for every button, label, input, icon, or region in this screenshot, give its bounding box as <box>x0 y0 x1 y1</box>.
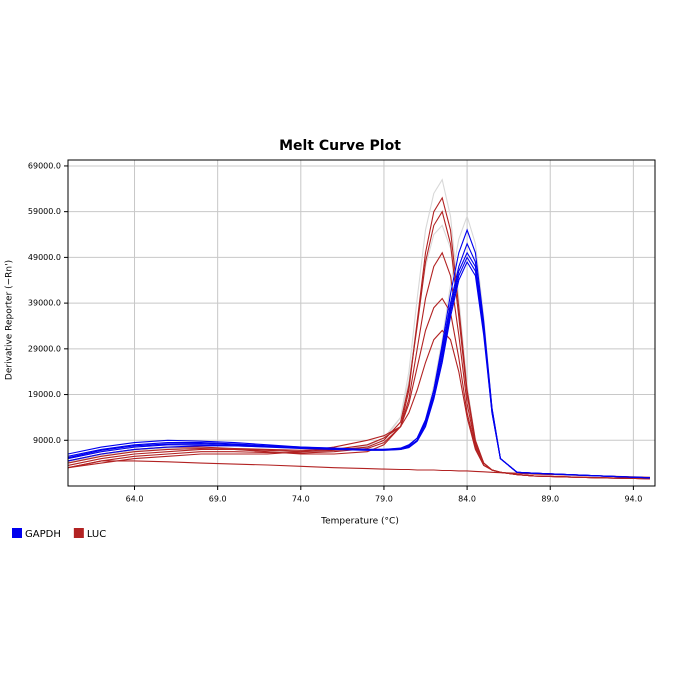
x-tick-label: 84.0 <box>458 495 476 504</box>
melt-curve <box>67 460 651 478</box>
y-axis-label: Derivative Reporter (−Rn') <box>5 260 15 380</box>
x-tick-label: 74.0 <box>292 495 310 504</box>
legend-swatch <box>73 528 84 538</box>
y-tick-label: 9000.0 <box>33 436 61 445</box>
y-tick-label: 59000.0 <box>28 207 61 216</box>
y-tick-label: 19000.0 <box>28 390 61 399</box>
x-axis-label: Temperature (°C) <box>320 517 399 527</box>
plot-background <box>68 160 655 486</box>
legend-swatch <box>12 528 22 538</box>
y-tick-label: 39000.0 <box>28 299 61 308</box>
x-tick-label: 89.0 <box>541 495 559 504</box>
melt-curve <box>67 260 651 479</box>
chart-title: Melt Curve Plot <box>279 138 401 154</box>
x-tick-label: 94.0 <box>624 495 642 504</box>
legend-label: LUC <box>87 529 106 540</box>
x-tick-label: 79.0 <box>375 495 393 504</box>
plot-border <box>67 159 656 487</box>
legend-label: GAPDH <box>25 529 61 540</box>
y-tick-label: 29000.0 <box>28 344 61 353</box>
y-tick-label: 69000.0 <box>28 161 61 170</box>
x-tick-label: 64.0 <box>126 495 144 504</box>
y-tick-label: 49000.0 <box>28 253 61 262</box>
x-tick-label: 69.0 <box>209 495 227 504</box>
